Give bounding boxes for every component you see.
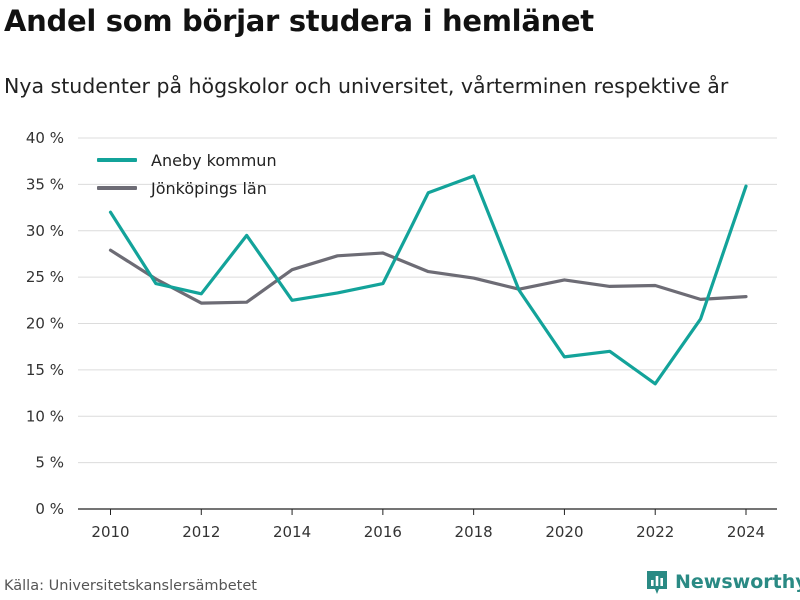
x-tick-label: 2016 — [364, 523, 402, 541]
x-tick-label: 2024 — [727, 523, 765, 541]
legend-label-aneby: Aneby kommun — [151, 150, 277, 170]
x-tick-label: 2022 — [636, 523, 674, 541]
brand-logo: Newsworthy — [645, 569, 800, 595]
series-line-aneby — [108, 174, 748, 386]
x-tick-label: 2012 — [182, 523, 220, 541]
y-axis: 0 % 5 % 10 % 15 % 20 % 25 % 30 % 35 % 40 % — [26, 129, 64, 518]
x-tick-label: 2018 — [455, 523, 493, 541]
x-axis: 2010 2012 2014 2016 2018 2020 2022 2024 — [91, 509, 765, 541]
y-tick-label: 0 % — [35, 500, 64, 518]
legend-swatch-jonkoping — [97, 186, 137, 190]
legend-swatch-aneby — [97, 158, 137, 162]
y-tick-label: 15 % — [26, 361, 64, 379]
y-tick-label: 20 % — [26, 315, 64, 333]
source-note: Källa: Universitetskanslersämbetet — [4, 578, 257, 594]
series-line-jonkoping — [108, 248, 748, 305]
y-tick-label: 25 % — [26, 268, 64, 286]
legend-label-jonkoping: Jönköpings län — [151, 178, 267, 198]
chart-subtitle: Nya studenter på högskolor och universit… — [4, 74, 729, 98]
x-tick-label: 2010 — [91, 523, 129, 541]
legend: Aneby kommun Jönköpings län — [97, 146, 277, 202]
brand-name: Newsworthy — [675, 571, 800, 593]
y-tick-label: 40 % — [26, 129, 64, 147]
gridlines — [78, 137, 777, 510]
newsworthy-logo-icon — [647, 571, 667, 594]
legend-item-aneby: Aneby kommun — [97, 146, 277, 174]
chart-title: Andel som börjar studera i hemlänet — [4, 4, 594, 38]
series-lines — [108, 174, 748, 386]
legend-item-jonkoping: Jönköpings län — [97, 174, 277, 202]
x-tick-label: 2014 — [273, 523, 311, 541]
y-tick-label: 5 % — [35, 454, 64, 472]
y-tick-label: 10 % — [26, 407, 64, 425]
x-tick-label: 2020 — [545, 523, 583, 541]
y-tick-label: 35 % — [26, 175, 64, 193]
y-tick-label: 30 % — [26, 222, 64, 240]
